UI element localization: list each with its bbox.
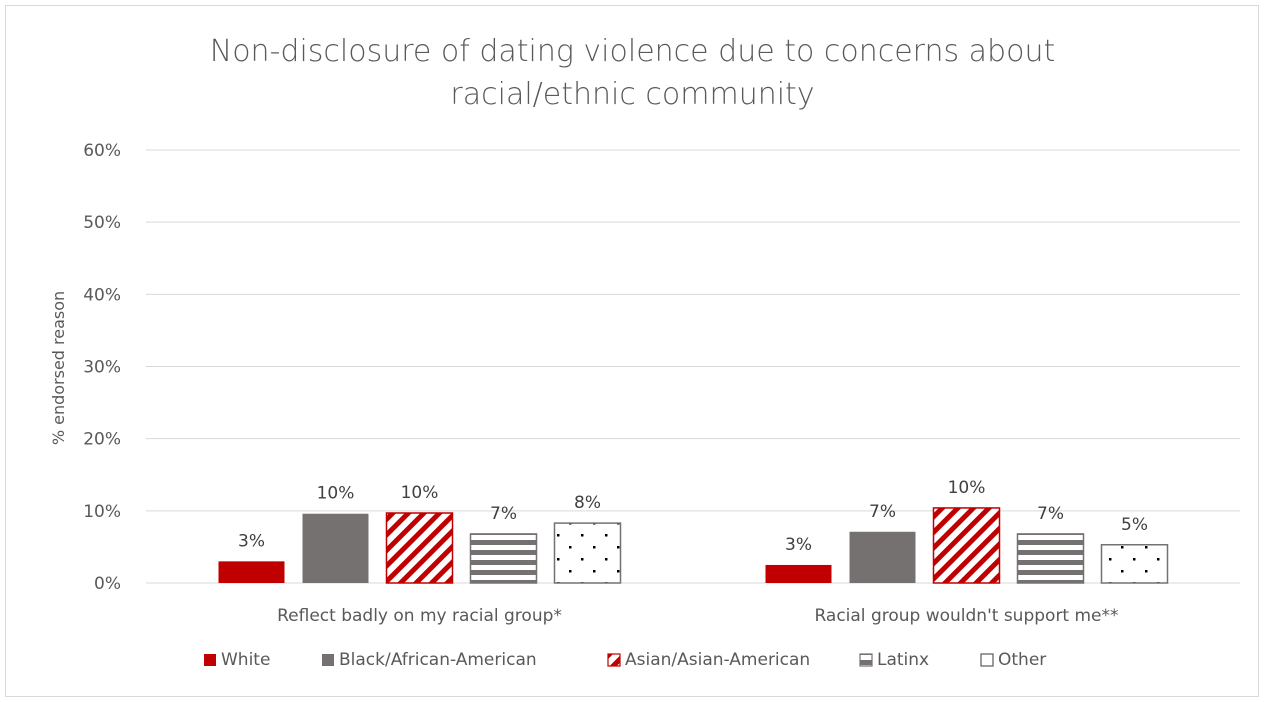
- legend-item: Black/African-American: [322, 650, 537, 670]
- legend-label: White: [221, 650, 270, 670]
- bar-other: [553, 522, 622, 584]
- bar-white: [765, 564, 832, 583]
- legend-swatch: [859, 653, 873, 667]
- legend-swatch: [980, 653, 994, 667]
- legend-swatch: [204, 654, 216, 666]
- legend-swatch: [607, 653, 621, 667]
- data-label: 3%: [785, 535, 812, 555]
- legend-item: Latinx: [859, 650, 929, 670]
- chart-title-line-2: racial/ethnic community: [450, 77, 815, 112]
- legend-label: Asian/Asian-American: [625, 650, 810, 670]
- bar-white: [218, 561, 285, 583]
- y-tick-label: 40%: [83, 285, 121, 305]
- data-label: 7%: [869, 502, 896, 522]
- y-tick-label: 60%: [83, 141, 121, 161]
- x-category-label: Reflect badly on my racial group*: [277, 606, 562, 626]
- legend-label: Latinx: [877, 650, 929, 670]
- y-axis-title: % endorsed reason: [49, 291, 68, 445]
- chart-title: Non-disclosure of dating violence due to…: [0, 30, 1265, 116]
- legend-label: Other: [998, 650, 1046, 670]
- chart-title-line-1: Non-disclosure of dating violence due to…: [209, 34, 1056, 69]
- data-label: 5%: [1121, 515, 1148, 535]
- y-tick-label: 10%: [83, 502, 121, 522]
- y-tick-label: 30%: [83, 358, 121, 378]
- data-label: 10%: [317, 484, 355, 504]
- y-tick-label: 0%: [94, 574, 121, 594]
- bar-latinx: [1016, 533, 1085, 584]
- data-label: 7%: [1037, 504, 1064, 524]
- y-tick-label: 20%: [83, 430, 121, 450]
- bar-asian-asian-american: [932, 507, 1001, 584]
- legend-label: Black/African-American: [339, 650, 537, 670]
- legend-item: White: [204, 650, 270, 670]
- data-label: 3%: [238, 531, 265, 551]
- x-category-label: Racial group wouldn't support me**: [814, 606, 1118, 626]
- data-label: 10%: [948, 478, 986, 498]
- legend-item: Asian/Asian-American: [607, 650, 810, 670]
- data-label: 8%: [574, 493, 601, 513]
- bar-other: [1100, 544, 1169, 584]
- bar-black-african-american: [302, 513, 369, 583]
- legend-swatch: [322, 654, 334, 666]
- legend-item: Other: [980, 650, 1046, 670]
- bar-asian-asian-american: [385, 512, 454, 584]
- data-label: 7%: [490, 504, 517, 524]
- bar-black-african-american: [849, 531, 916, 583]
- data-label: 10%: [401, 483, 439, 503]
- bar-latinx: [469, 533, 538, 584]
- y-tick-label: 50%: [83, 213, 121, 233]
